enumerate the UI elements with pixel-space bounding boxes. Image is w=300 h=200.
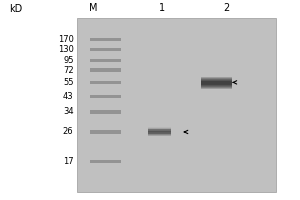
Bar xyxy=(90,110,121,114)
Bar xyxy=(90,59,121,62)
Bar xyxy=(90,48,121,51)
Text: 1: 1 xyxy=(159,3,165,13)
Bar xyxy=(148,129,171,130)
Text: 43: 43 xyxy=(63,92,74,101)
Bar xyxy=(201,85,232,88)
Text: 72: 72 xyxy=(63,66,74,75)
Text: 95: 95 xyxy=(63,56,74,65)
Bar xyxy=(148,128,171,130)
Bar xyxy=(201,83,232,85)
Bar xyxy=(148,131,171,133)
Bar xyxy=(90,160,121,163)
Bar xyxy=(148,133,171,135)
Bar xyxy=(201,77,232,79)
Bar xyxy=(201,87,232,89)
Bar xyxy=(148,131,171,132)
Bar xyxy=(90,81,121,84)
Bar xyxy=(201,80,232,82)
Text: 34: 34 xyxy=(63,107,74,116)
Bar xyxy=(201,81,232,83)
Bar xyxy=(90,38,121,41)
Bar xyxy=(201,78,232,81)
Bar xyxy=(148,130,171,132)
Bar xyxy=(148,134,171,136)
Bar xyxy=(148,134,171,136)
Bar xyxy=(201,79,232,82)
Bar xyxy=(148,133,171,134)
Text: M: M xyxy=(89,3,97,13)
Bar xyxy=(148,127,171,129)
Bar xyxy=(201,77,232,80)
Bar xyxy=(201,84,232,86)
Bar xyxy=(76,18,276,192)
Bar xyxy=(148,132,171,134)
Bar xyxy=(90,68,121,72)
Text: 170: 170 xyxy=(58,35,74,44)
Text: 55: 55 xyxy=(63,78,74,87)
Bar xyxy=(201,86,232,89)
Bar xyxy=(90,95,121,98)
Text: 26: 26 xyxy=(63,127,74,136)
Text: 2: 2 xyxy=(224,3,230,13)
Text: 17: 17 xyxy=(63,157,74,166)
Bar xyxy=(201,85,232,87)
Bar xyxy=(201,81,232,84)
Bar xyxy=(90,130,121,134)
Bar xyxy=(148,129,171,131)
Bar xyxy=(201,82,232,85)
Text: kD: kD xyxy=(9,4,22,14)
Text: 130: 130 xyxy=(58,45,74,54)
